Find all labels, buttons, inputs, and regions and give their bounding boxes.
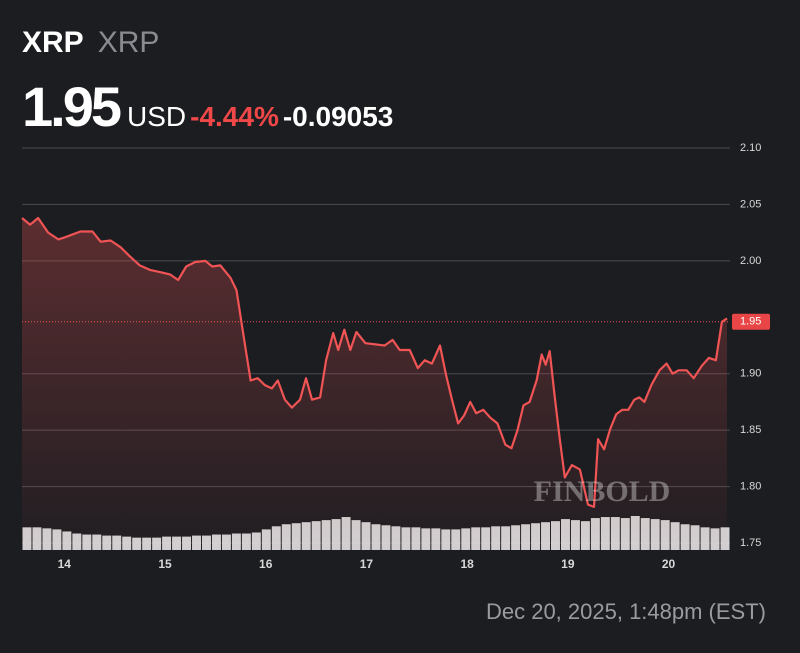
watermark: FINBOLD	[534, 475, 671, 508]
x-tick-label: 15	[158, 557, 172, 571]
current-price-label: 1.95	[740, 316, 761, 328]
x-tick-label: 16	[259, 557, 273, 571]
y-tick-label: 1.80	[740, 480, 761, 492]
current-price-tag	[732, 313, 770, 330]
x-tick-label: 18	[460, 557, 474, 571]
y-tick-label: 2.10	[740, 142, 761, 154]
timestamp: Dec 20, 2025, 1:48pm (EST)	[486, 599, 766, 624]
y-tick-label: 2.00	[740, 255, 761, 267]
x-tick-label: 19	[561, 557, 575, 571]
change-percent: -4.44%	[190, 101, 279, 132]
x-tick-label: 14	[58, 557, 72, 571]
x-tick-label: 20	[662, 557, 676, 571]
currency: USD	[127, 101, 187, 132]
price-line	[21, 216, 728, 508]
x-tick-label: 17	[360, 557, 374, 571]
y-tick-label: 1.85	[740, 424, 761, 436]
change: -0.09053	[282, 101, 394, 132]
price: 1.95	[22, 75, 122, 138]
price-row: 1.95 USD -4.44% -0.09053	[22, 74, 393, 139]
y-tick-label: 2.05	[740, 198, 761, 210]
symbol: XRP	[22, 26, 84, 59]
y-tick-label: 1.75	[740, 537, 761, 549]
plot: 1.75 1.80 1.85 1.90 2.00 2.05 2.10 14 15 16 17 18 19…	[21, 142, 770, 571]
area-fill	[22, 218, 727, 550]
asset-name: XRP	[97, 26, 160, 59]
y-tick-label: 1.90	[740, 368, 761, 380]
title-row: XRP XRP	[22, 26, 159, 60]
